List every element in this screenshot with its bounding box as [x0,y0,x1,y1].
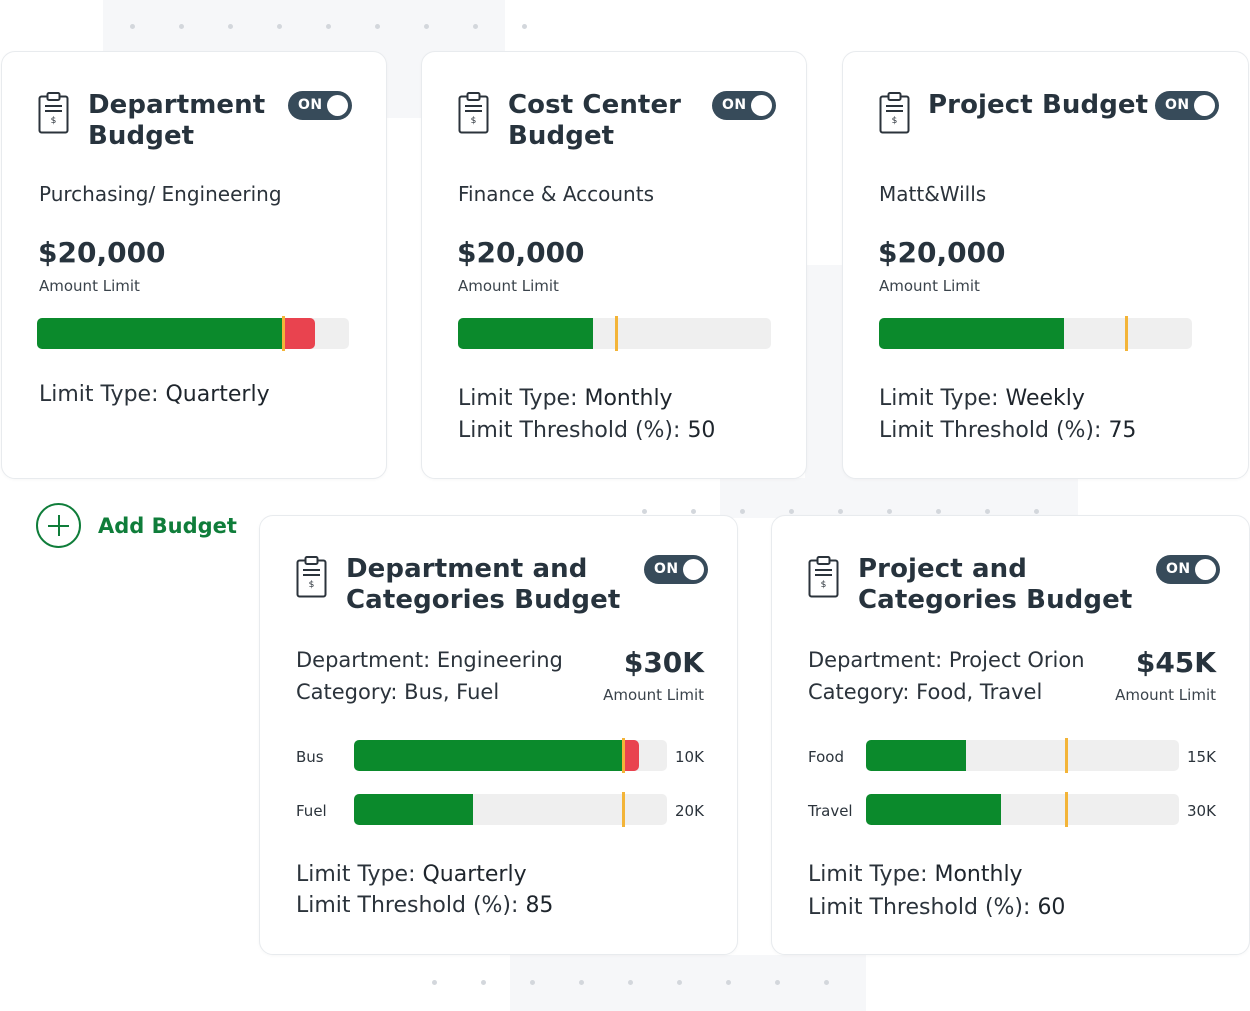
limit-type: Limit Type: Monthly [808,862,1023,887]
project-budget-card: Project Budget ON Matt&Wills $20,000 Amo… [842,51,1249,479]
clipboard-dollar-icon [879,92,910,134]
amount-value: $20,000 [457,236,585,269]
used-fill [866,794,1001,825]
category-name: Bus [296,748,324,766]
threshold-marker [1064,792,1068,827]
amount-caption: Amount Limit [39,277,140,295]
card-subtitle: Finance & Accounts [458,182,654,206]
toggle-label: ON [654,561,679,577]
budget-toggle[interactable]: ON [644,555,708,584]
card-title: Cost Center Budget [508,90,682,151]
used-fill [354,740,624,771]
card-title: Project Budget [928,90,1149,120]
threshold-marker [621,738,625,773]
toggle-knob [1194,95,1215,116]
category-max: 10K [675,748,704,766]
limit-type: Limit Type: Quarterly [39,382,270,407]
card-title: Project and Categories Budget [858,554,1133,615]
clipboard-dollar-icon [808,556,839,598]
used-fill [37,318,284,349]
category-name: Food [808,748,844,766]
amount-caption: Amount Limit [879,277,980,295]
department-categories-budget-card: Department and Categories Budget ON Depar… [259,515,738,955]
cost-center-budget-card: Cost Center Budget ON Finance & Accounts … [421,51,807,479]
toggle-knob [751,95,772,116]
category-name: Travel [808,802,853,820]
toggle-label: ON [298,97,323,113]
card-title: Department Budget [88,90,266,151]
dot-pattern [130,24,527,29]
limit-threshold: Limit Threshold (%): 75 [879,418,1137,443]
budget-toggle[interactable]: ON [288,91,352,120]
limit-type: Limit Type: Weekly [879,386,1085,411]
toggle-label: ON [1166,561,1191,577]
category-usage-bar [354,792,667,827]
category-max: 20K [675,802,704,820]
clipboard-dollar-icon [458,92,489,134]
limit-type: Limit Type: Monthly [458,386,673,411]
plus-circle-icon [36,503,81,548]
threshold-marker [281,316,285,351]
over-budget-fill [283,318,315,349]
project-categories-budget-card: Project and Categories Budget ON Departme… [771,515,1250,955]
card-subtitle: Purchasing/ Engineering [39,182,282,206]
budget-toggle[interactable]: ON [1156,555,1220,584]
card-subtitle: Matt&Wills [879,182,987,206]
threshold-marker [1124,316,1128,351]
add-budget-button[interactable]: Add Budget [36,503,237,548]
amount-value: $20,000 [878,236,1006,269]
amount-caption: Amount Limit [1115,686,1216,704]
threshold-marker [614,316,618,351]
background-panel [510,955,866,1011]
amount-value: $20,000 [38,236,166,269]
amount-value: $30K [623,646,704,679]
threshold-marker [1064,738,1068,773]
toggle-label: ON [1165,97,1190,113]
budget-usage-bar [458,316,771,351]
used-fill [354,794,473,825]
dot-pattern [642,509,1039,514]
category-name: Fuel [296,802,327,820]
background-panel [720,478,1078,518]
toggle-label: ON [722,97,747,113]
toggle-knob [683,559,704,580]
used-fill [458,318,593,349]
amount-value: $45K [1135,646,1216,679]
threshold-marker [621,792,625,827]
over-budget-fill [623,740,639,771]
category-line: Category: Food, Travel [808,680,1043,704]
budget-toggle[interactable]: ON [1155,91,1219,120]
dot-pattern [432,980,829,985]
budget-toggle[interactable]: ON [712,91,776,120]
toggle-knob [327,95,348,116]
toggle-knob [1195,559,1216,580]
department-line: Department: Engineering [296,648,563,672]
department-line: Department: Project Orion [808,648,1085,672]
used-fill [866,740,967,771]
budget-usage-bar [37,316,349,351]
budget-usage-bar [879,316,1192,351]
clipboard-dollar-icon [38,92,69,134]
limit-threshold: Limit Threshold (%): 60 [808,895,1066,920]
category-usage-bar [866,792,1179,827]
category-usage-bar [354,738,667,773]
limit-type: Limit Type: Quarterly [296,862,527,887]
add-budget-label: Add Budget [98,513,237,538]
card-title: Department and Categories Budget [346,554,621,615]
category-max: 30K [1187,802,1216,820]
category-usage-bar [866,738,1179,773]
limit-threshold: Limit Threshold (%): 85 [296,893,554,918]
department-budget-card: Department Budget ON Purchasing/ Engineer… [1,51,387,479]
clipboard-dollar-icon [296,556,327,598]
amount-caption: Amount Limit [458,277,559,295]
category-line: Category: Bus, Fuel [296,680,500,704]
limit-threshold: Limit Threshold (%): 50 [458,418,716,443]
category-max: 15K [1187,748,1216,766]
used-fill [879,318,1064,349]
amount-caption: Amount Limit [603,686,704,704]
